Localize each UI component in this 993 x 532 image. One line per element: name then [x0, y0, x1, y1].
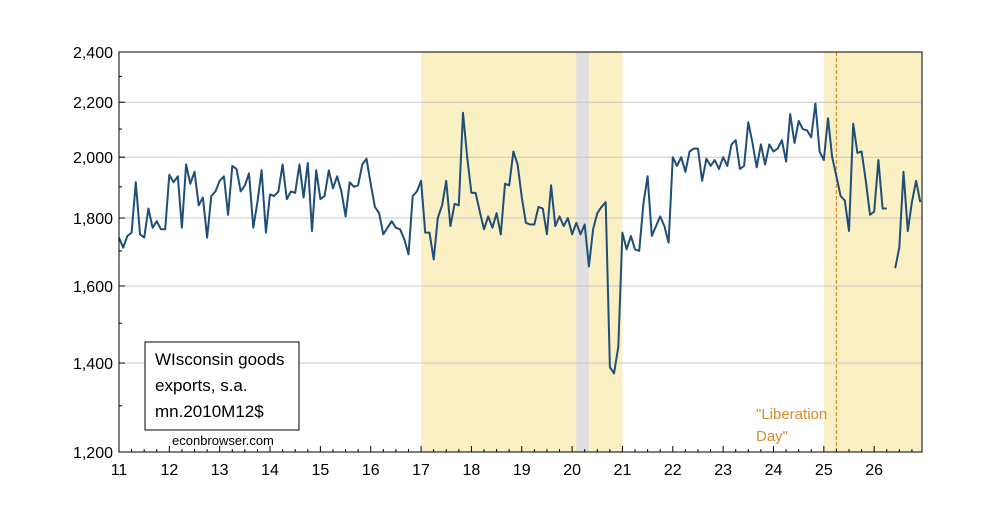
y-tick-label: 1,400: [73, 356, 113, 373]
x-tick-label: 21: [614, 462, 632, 479]
series-line-0: [118, 102, 922, 375]
y-tick-label: 2,200: [73, 95, 113, 112]
x-tick-label: 18: [463, 462, 481, 479]
y-tick-label: 2,400: [73, 45, 113, 62]
x-tick-label: 22: [664, 462, 682, 479]
x-tick-label: 19: [513, 462, 531, 479]
y-tick-label: 2,000: [73, 150, 113, 167]
x-tick-label: 16: [362, 462, 380, 479]
y-tick-label: 1,200: [73, 445, 113, 462]
x-tick-label: 14: [261, 462, 279, 479]
legend-line-1: WIsconsin goods: [155, 350, 284, 369]
x-tick-label: 17: [412, 462, 430, 479]
legend-frame: [144, 341, 300, 431]
x-tick-label: 11: [111, 462, 128, 479]
shaded-periods: [421, 52, 922, 452]
y-tick-label: 1,600: [73, 279, 113, 296]
y-tick-label: 1,800: [73, 211, 113, 228]
grid-lines: [119, 101, 922, 364]
shaded-period-2: [823, 52, 922, 452]
x-tick-label: 24: [765, 462, 783, 479]
annotation-line-1: "Liberation: [756, 406, 827, 423]
legend-line-3: mn.2010M12$: [155, 402, 264, 421]
series-layer: [118, 102, 922, 375]
legend-box: WIsconsin goods exports, s.a. mn.2010M12…: [144, 341, 300, 431]
x-tick-label: 23: [714, 462, 732, 479]
x-tick-label: 26: [865, 462, 883, 479]
x-tick-label: 25: [815, 462, 833, 479]
plot-frame: [118, 51, 923, 453]
liberation-day-annotation: "Liberation Day": [756, 406, 827, 445]
y-axis: 1,200 1,400 1,600 1,800 2,000 2,200 2,400: [73, 45, 125, 462]
legend-line-2: exports, s.a.: [155, 376, 248, 395]
shaded-period-1: [576, 52, 589, 452]
shaded-period-0: [421, 52, 623, 452]
x-tick-label: 20: [563, 462, 581, 479]
x-tick-label: 15: [311, 462, 329, 479]
x-axis: 11 12 13 14 15 16 17 18 19 20 21 22 23 24 25 26: [111, 446, 913, 479]
credit-text: econbrowser.com: [172, 433, 274, 448]
x-tick-label: 13: [211, 462, 229, 479]
annotation-line-2: Day": [756, 428, 788, 445]
x-tick-label: 12: [160, 462, 178, 479]
